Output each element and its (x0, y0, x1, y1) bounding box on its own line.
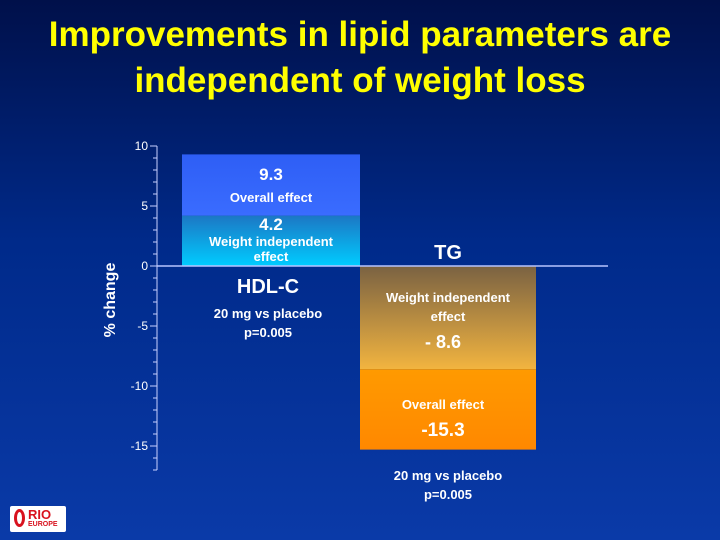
slide-title-line-2: independent of weight loss (134, 61, 586, 100)
slide-title: Improvements in lipid parameters are ind… (0, 12, 720, 104)
hdl-weight-independent-label: Weight independent (209, 234, 334, 249)
y-tick-label: 0 (141, 259, 148, 273)
tg-subtitle-2: p=0.005 (424, 487, 472, 502)
tg-weight-independent-value: - 8.6 (425, 332, 461, 352)
y-tick-label: 10 (135, 139, 149, 153)
rio-europe-logo: RIO EUROPE (10, 506, 66, 532)
bar-tg-segment-0 (360, 266, 536, 370)
hdl-overall-label: Overall effect (230, 190, 313, 205)
bar-hdl-c-segment-0 (182, 215, 360, 266)
rio-logo-mark-icon (14, 509, 25, 527)
tg-group-name: TG (434, 242, 462, 264)
tg-weight-independent-label-2: effect (431, 309, 466, 324)
logo-subtext: EUROPE (28, 521, 58, 528)
tg-subtitle-1: 20 mg vs placebo (394, 468, 502, 483)
tg-overall-label: Overall effect (402, 397, 485, 412)
y-tick-label: -10 (131, 379, 149, 393)
hdl-weight-independent-label-2: effect (254, 249, 289, 264)
hdl-subtitle-1: 20 mg vs placebo (214, 306, 322, 321)
hdl-overall-value: 9.3 (259, 165, 283, 184)
y-tick-label: -5 (137, 319, 148, 333)
bar-tg-segment-1 (360, 369, 536, 450)
hdl-subtitle-2: p=0.005 (244, 325, 292, 340)
slide-title-line-1: Improvements in lipid parameters are (48, 15, 672, 54)
hdl-weight-independent-value: 4.2 (259, 215, 283, 234)
y-tick-label: 5 (141, 199, 148, 213)
bar-hdl-c-segment-1 (182, 154, 360, 216)
y-tick-label: -15 (131, 439, 149, 453)
y-axis-label: % change (102, 263, 119, 338)
logo-text: RIO (28, 507, 52, 522)
tg-overall-value: -15.3 (421, 420, 464, 441)
tg-weight-independent-label: Weight independent (386, 290, 511, 305)
hdl-group-name: HDL-C (237, 276, 299, 298)
